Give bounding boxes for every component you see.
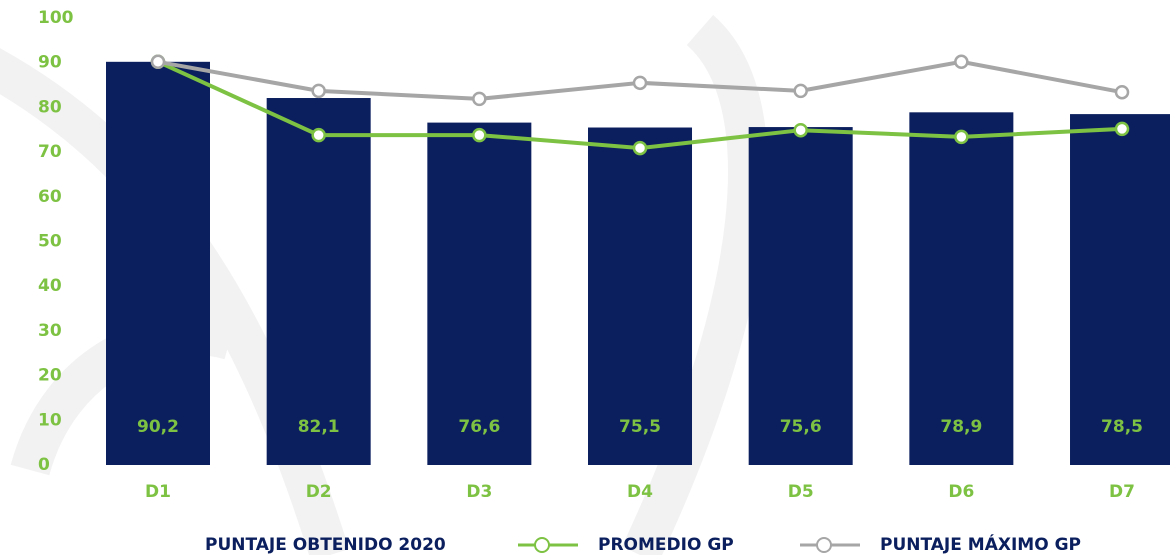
bar [1070,114,1170,465]
chart: 0 10 20 30 40 50 60 70 80 90 100 90,2 82,1 76,6 75,5 75… [0,0,1170,555]
line-marker [313,85,325,97]
line-marker [955,131,967,143]
line-marker [1116,123,1128,135]
line-marker [634,142,646,154]
value-label: 75,6 [780,417,822,437]
line-marker [634,77,646,89]
line-marker [1116,86,1128,98]
line-marker [473,129,485,141]
bar [749,127,853,465]
bar [588,128,692,465]
legend-label: PUNTAJE OBTENIDO 2020 [205,535,446,555]
y-tick-label: 50 [38,232,62,252]
x-tick-label: D4 [627,482,653,502]
y-tick-label: 40 [38,276,62,296]
line-marker [473,93,485,105]
line-marker [313,129,325,141]
legend-label: PUNTAJE MÁXIMO GP [880,533,1081,555]
x-tick-label: D7 [1109,482,1135,502]
value-label: 90,2 [137,417,179,437]
value-label: 82,1 [298,417,340,437]
bar [106,62,210,465]
y-tick-label: 0 [38,455,50,475]
legend-marker [817,538,831,552]
x-tick-label: D3 [466,482,492,502]
y-tick-label: 30 [38,321,62,341]
value-label: 76,6 [458,417,500,437]
value-label: 78,9 [940,417,982,437]
legend-marker [535,538,549,552]
y-tick-label: 10 [38,410,62,430]
legend-label: PROMEDIO GP [598,535,734,555]
y-tick-label: 70 [38,142,62,162]
y-tick-label: 90 [38,53,62,73]
line-marker [955,56,967,68]
y-tick-label: 100 [38,8,74,28]
x-tick-label: D2 [306,482,332,502]
y-tick-label: 60 [38,187,62,207]
line-marker [152,56,164,68]
y-tick-label: 80 [38,97,62,117]
value-label: 78,5 [1101,417,1143,437]
x-tick-label: D1 [145,482,171,502]
bar [909,112,1013,465]
y-tick-label: 20 [38,366,62,386]
x-tick-label: D6 [948,482,974,502]
value-label: 75,5 [619,417,661,437]
line-marker [795,85,807,97]
line-marker [795,124,807,136]
bar [427,123,531,465]
bar [267,98,371,465]
x-tick-label: D5 [788,482,814,502]
